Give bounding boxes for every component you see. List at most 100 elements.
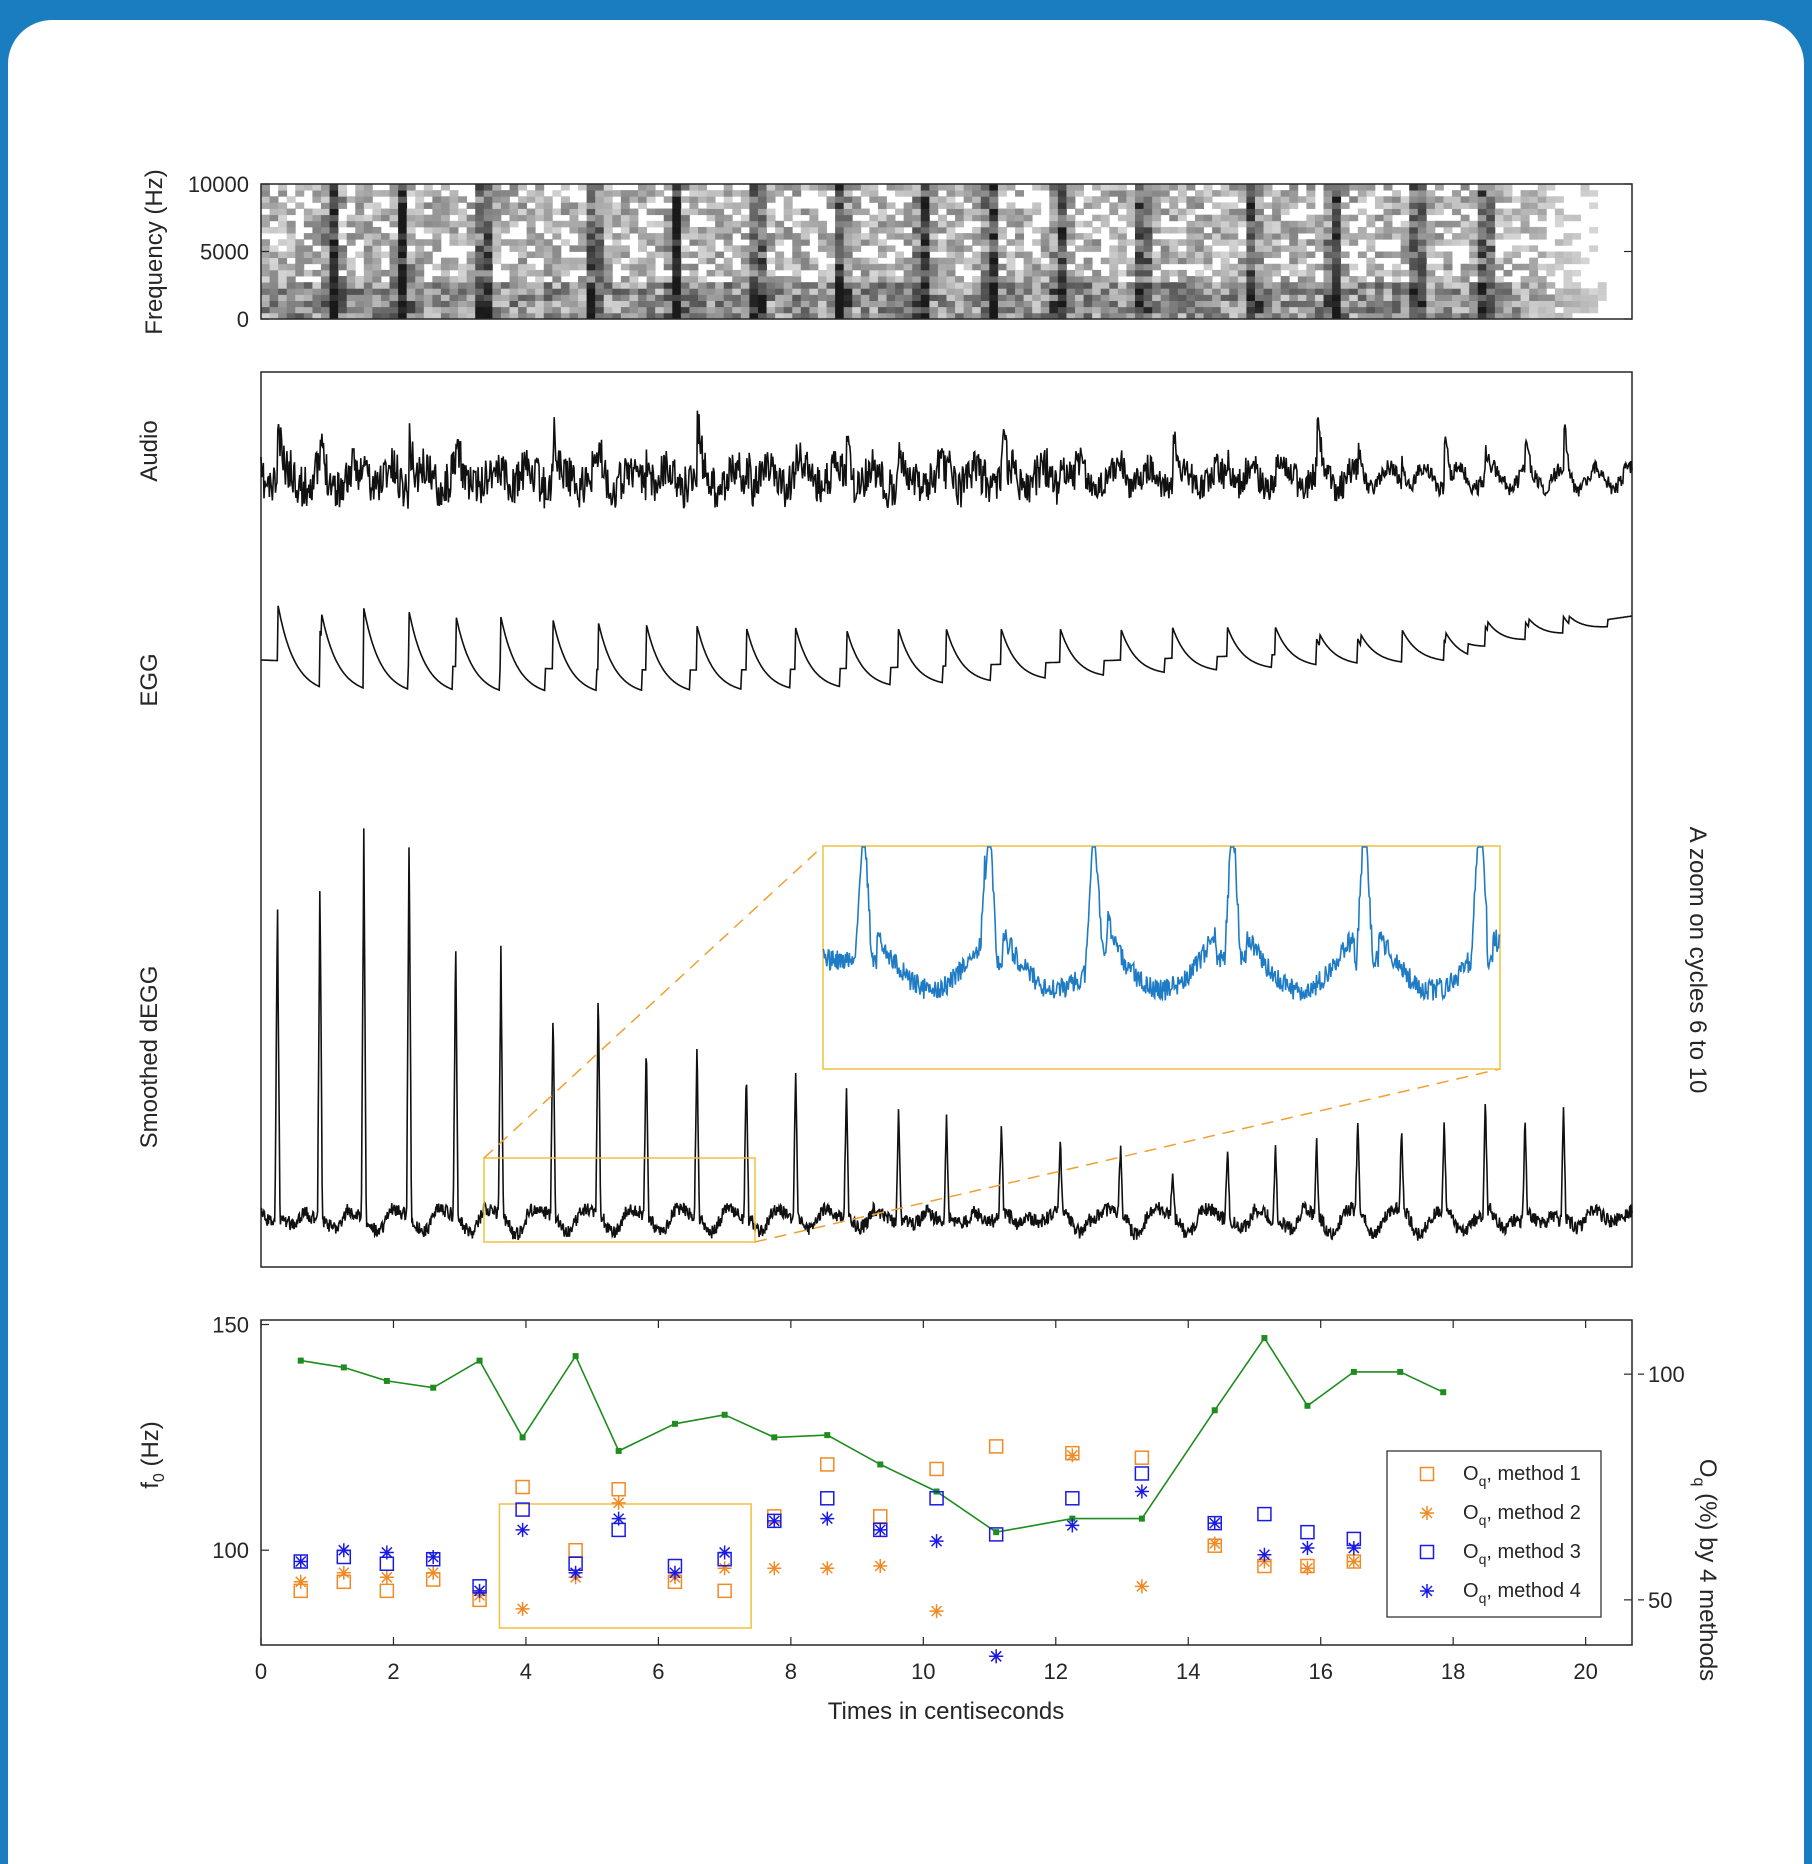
spectrogram-cell	[440, 269, 450, 277]
spectrogram-cell	[320, 208, 330, 216]
oq-method-2-marker	[873, 1559, 888, 1574]
spectrogram-cell	[483, 239, 493, 246]
spectrogram-cell	[1366, 220, 1376, 228]
spectrogram-cell	[706, 269, 716, 277]
spectrogram-cell	[535, 202, 545, 209]
spectrogram-cell	[912, 220, 922, 228]
spectrogram-cell	[809, 312, 819, 320]
zoom-source-box	[483, 1157, 756, 1243]
spectrogram-cell	[1460, 184, 1470, 191]
spectrogram-cell	[638, 269, 647, 277]
spectrogram-cell	[295, 245, 305, 252]
spectrogram-cell	[835, 269, 845, 277]
spectrogram-cell	[1023, 276, 1033, 283]
spectrogram-cell	[1357, 312, 1367, 320]
spectrogram-cell	[560, 257, 570, 265]
spectrogram-cell	[800, 263, 810, 271]
spectrogram-cell	[1349, 239, 1359, 246]
spectrogram-cell	[1323, 226, 1333, 234]
spectrogram-cell	[355, 300, 365, 308]
spectrogram-cell	[1409, 282, 1419, 289]
zoom-inset-waveform	[822, 846, 1501, 1002]
spectrogram-cell	[698, 276, 707, 283]
spectrogram-cell	[1169, 202, 1179, 209]
spectrogram-cell	[698, 306, 707, 314]
spectrogram-cell	[989, 300, 999, 308]
spectrogram-cell	[552, 208, 562, 216]
spectrogram-cell	[1374, 226, 1384, 234]
spectrogram-cell	[415, 214, 425, 222]
spectrogram-cell	[363, 220, 373, 228]
spectrogram-cell	[406, 300, 416, 308]
spectrogram-cell	[269, 294, 279, 301]
spectrogram-cell	[1246, 202, 1256, 209]
spectrogram-cell	[586, 208, 596, 216]
spectrogram-cell	[1246, 220, 1256, 228]
spectrogram-cell	[698, 233, 707, 240]
spectrogram-cell	[1049, 269, 1059, 277]
spectrogram-cell	[1314, 263, 1324, 271]
spectrogram-cell	[1186, 202, 1196, 209]
spectrogram-cell	[997, 184, 1007, 191]
spectrogram-cell	[946, 306, 956, 314]
spectrogram-cell	[860, 220, 870, 228]
spectrogram-cell	[1417, 239, 1427, 246]
f0-point	[824, 1432, 831, 1439]
spectrogram-cell	[389, 288, 399, 295]
spectrogram-cell	[1135, 269, 1144, 277]
spectrogram-cell	[646, 306, 656, 314]
spectrogram-cell	[1160, 269, 1170, 277]
spectrogram-cell	[997, 245, 1007, 252]
spectrogram-cell	[535, 245, 545, 252]
spectrogram-cell	[1229, 294, 1239, 301]
spectrogram-cell	[1040, 251, 1050, 259]
spectrogram-cell	[543, 300, 553, 308]
spectrogram-cell	[423, 300, 433, 308]
spectrogram-cell	[1469, 239, 1479, 246]
spectrogram-cell	[749, 276, 759, 283]
spectrogram-cell	[586, 245, 596, 252]
spectrogram-cell	[389, 184, 399, 191]
oq-method-2-marker	[1300, 1561, 1315, 1576]
spectrogram-cell	[269, 276, 279, 283]
spectrogram-cell	[423, 226, 433, 234]
spectrogram-cell	[295, 269, 305, 277]
spectrogram-cell	[1374, 312, 1384, 320]
spectrogram-cell	[920, 288, 930, 295]
spectrogram-cell	[1194, 276, 1204, 283]
spectrogram-cell	[766, 233, 776, 240]
spectrogram-cell	[1246, 257, 1256, 265]
spectrogram-cell	[1049, 233, 1059, 240]
spectrogram-cell	[757, 196, 767, 203]
spectrogram-cell	[1314, 214, 1324, 222]
spectrogram-cell	[440, 208, 450, 216]
spectrogram-cell	[1460, 294, 1470, 301]
spectrogram-cell	[672, 233, 682, 240]
spectrogram-cell	[518, 294, 528, 301]
spectrogram-cell	[595, 196, 605, 203]
spectrogram-cell	[1297, 239, 1307, 246]
spectrogram-cell	[1032, 257, 1042, 265]
spectrogram-cell	[518, 239, 528, 246]
spectrogram-cell	[1383, 233, 1393, 240]
spectrogram-cell	[792, 208, 802, 216]
spectrogram-cell	[706, 214, 716, 222]
spectrogram-cell	[929, 257, 939, 265]
spectrogram-cell	[723, 282, 733, 289]
spectrogram-cell	[423, 190, 433, 197]
spectrogram-cell	[638, 263, 647, 271]
spectrogram-cell	[877, 300, 887, 308]
spectrogram-cell	[380, 239, 390, 246]
spectrogram-cell	[1186, 306, 1196, 314]
spectrogram-cell	[929, 184, 939, 191]
spectrogram-cell	[715, 282, 725, 289]
x-axis-label: Times in centiseconds	[828, 1698, 1065, 1725]
spectrogram-cell	[355, 202, 365, 209]
spectrogram-cell	[620, 220, 630, 228]
spectrogram-cell	[775, 294, 785, 301]
spectrogram-cell	[449, 233, 459, 240]
spectrogram-cell	[535, 196, 545, 203]
spectrogram-cell	[483, 300, 493, 308]
spectrogram-cell	[972, 251, 982, 259]
spectrogram-cell	[1049, 239, 1059, 246]
